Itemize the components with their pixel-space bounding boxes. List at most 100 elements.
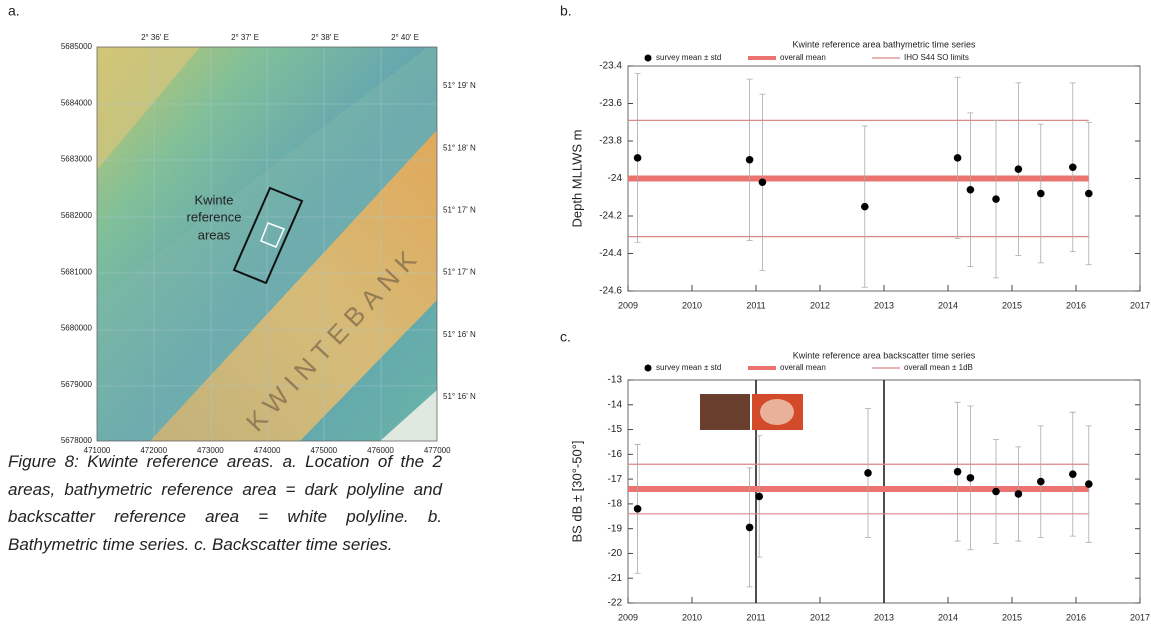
y-tick-label: -23.8 xyxy=(599,136,622,147)
map-top-tick: 2° 38' E xyxy=(311,33,339,42)
y-tick-label: -24.6 xyxy=(599,286,622,297)
x-tick-label: 2016 xyxy=(1066,612,1086,622)
y-tick-label: -15 xyxy=(608,424,623,435)
point xyxy=(633,505,642,513)
point xyxy=(966,185,975,194)
y-tick-label: -16 xyxy=(608,449,623,460)
x-tick-label: 2017 xyxy=(1130,612,1150,622)
map-bottom-tick: 476000 xyxy=(367,446,394,455)
chart-title: Kwinte reference area bathymetric time s… xyxy=(792,39,976,49)
map-left-tick: 5685000 xyxy=(61,42,93,51)
map-left-tick: 5682000 xyxy=(61,211,93,220)
map-bottom-tick: 475000 xyxy=(310,446,337,455)
x-tick-label: 2012 xyxy=(810,612,830,622)
point xyxy=(755,492,763,501)
point xyxy=(1037,189,1045,198)
area-label-line: Kwinte xyxy=(194,192,233,207)
map-left-tick: 5681000 xyxy=(61,267,93,276)
point xyxy=(1014,165,1023,173)
y-tick-label: -23.6 xyxy=(599,98,622,109)
legend-label: IHO S44 SO limits xyxy=(904,53,969,62)
point xyxy=(966,474,975,482)
map-bank xyxy=(150,130,437,441)
bathymetric-area xyxy=(232,186,304,285)
point xyxy=(1037,477,1045,486)
area-label: Kwinte reference areas xyxy=(187,192,242,242)
point xyxy=(633,154,642,162)
x-tick-label: 2015 xyxy=(1002,612,1022,622)
map-shoal xyxy=(97,47,200,170)
point xyxy=(992,195,1000,203)
chart-title: Kwinte reference area backscatter time s… xyxy=(793,350,976,360)
photo-inset xyxy=(700,394,750,430)
map-top-tick: 2° 36' E xyxy=(141,33,169,42)
map-left-tick: 5679000 xyxy=(61,380,93,389)
map-right-tick: 51° 17' N xyxy=(443,268,476,277)
point xyxy=(758,178,767,187)
map-bottom-tick: 472000 xyxy=(140,446,167,455)
legend-marker xyxy=(644,54,652,62)
legend-label: overall mean xyxy=(780,53,826,62)
map-right-tick: 51° 17' N xyxy=(443,206,476,215)
map-frame xyxy=(96,46,438,442)
map: KWINTEBANK xyxy=(97,47,437,441)
point xyxy=(1069,470,1077,478)
y-tick-label: -19 xyxy=(608,523,623,534)
y-tick-label: -24 xyxy=(608,173,623,184)
point xyxy=(1014,490,1023,498)
y-tick-label: -14 xyxy=(608,399,623,410)
y-tick-label: -18 xyxy=(608,499,623,510)
x-tick-label: 2015 xyxy=(1002,300,1022,310)
legend-label: overall mean xyxy=(780,363,826,372)
map-bottom-tick: 471000 xyxy=(84,446,111,455)
map-left-tick: 5683000 xyxy=(61,155,93,164)
x-tick-label: 2010 xyxy=(682,300,702,310)
x-tick-label: 2011 xyxy=(746,612,765,622)
map-left-tick: 5678000 xyxy=(61,436,93,445)
panel-label: c. xyxy=(560,329,571,345)
map-right-tick: 51° 16' N xyxy=(443,330,476,339)
x-tick-label: 2012 xyxy=(810,300,830,310)
y-tick-label: -13 xyxy=(608,375,623,386)
area-label-line: areas xyxy=(198,227,231,242)
x-tick-label: 2009 xyxy=(618,300,638,310)
map-bottom-tick: 474000 xyxy=(254,446,281,455)
x-tick-label: 2013 xyxy=(874,612,894,622)
point xyxy=(745,523,754,532)
chart: Kwinte reference area bathymetric time s… xyxy=(569,39,1150,310)
map-right-tick: 51° 18' N xyxy=(443,143,476,152)
photo-inset xyxy=(760,399,794,425)
y-tick-label: -24.4 xyxy=(599,248,622,259)
point xyxy=(864,469,872,477)
y-tick-label: -24.2 xyxy=(599,211,622,222)
legend-label: survey mean ± std xyxy=(656,53,721,62)
map-bottom-tick: 473000 xyxy=(197,446,224,455)
area-label-line: reference xyxy=(187,209,242,224)
map-grid xyxy=(97,47,437,441)
map-left-tick: 5684000 xyxy=(61,98,93,107)
point xyxy=(745,155,754,164)
x-tick-label: 2014 xyxy=(938,300,958,310)
x-tick-label: 2009 xyxy=(618,612,638,622)
panel-label: a. xyxy=(8,3,20,19)
x-tick-label: 2014 xyxy=(938,612,958,622)
point xyxy=(992,487,1000,496)
point xyxy=(1069,163,1077,172)
y-tick-label: -21 xyxy=(608,573,623,584)
y-tick-label: -20 xyxy=(608,548,623,559)
y-tick-label: -17 xyxy=(608,474,623,485)
x-tick-label: 2010 xyxy=(682,612,702,622)
map-left-tick: 5680000 xyxy=(61,324,93,333)
legend-label: overall mean ± 1dB xyxy=(904,363,973,372)
backscatter-area xyxy=(260,222,286,248)
panel-label: b. xyxy=(560,3,572,19)
y-axis-label: Depth MLLWS m xyxy=(569,129,584,227)
map-right-tick: 51° 16' N xyxy=(443,392,476,401)
map-top-tick: 2° 40' E xyxy=(391,33,419,42)
x-tick-label: 2011 xyxy=(746,300,765,310)
point xyxy=(1085,189,1093,198)
x-tick-label: 2013 xyxy=(874,300,894,310)
x-tick-label: 2017 xyxy=(1130,300,1150,310)
